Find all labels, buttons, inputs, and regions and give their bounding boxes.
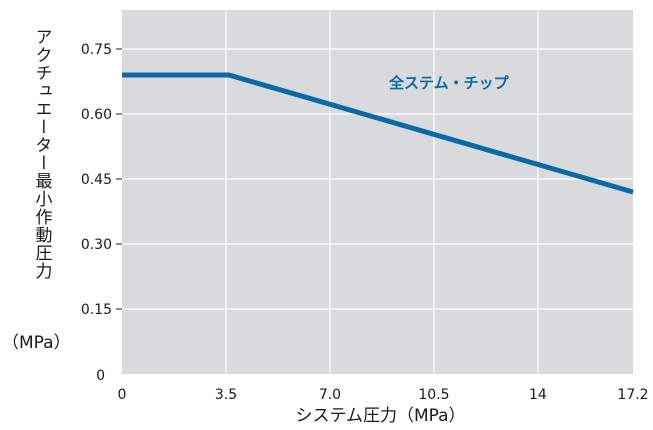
x-tick-label: 17.2 — [617, 387, 648, 403]
series-line — [122, 72, 634, 195]
x-tick-label: 3.5 — [215, 387, 237, 403]
y-axis-title-wrap: アクチュエーター最小作動圧力 — [26, 28, 56, 280]
x-tick-label: 0 — [118, 387, 127, 403]
y-tick-label: 0.30 — [81, 237, 112, 253]
x-axis-title: システム圧力（MPa） — [295, 406, 465, 426]
y-tick-label: 0.75 — [81, 42, 112, 58]
y-tick-label: 0 — [96, 368, 105, 384]
y-tick-label: 0.60 — [81, 107, 112, 123]
plot-area — [122, 10, 633, 374]
y-axis-unit: （MPa） — [2, 333, 71, 353]
series-layer — [122, 72, 634, 195]
y-axis-title: アクチュエーター最小作動圧力 — [31, 28, 52, 280]
axes: 0 3.5 7.0 10.5 14 17.2 0 0.15 0.30 0.45 0.60 0.75 — [81, 42, 649, 403]
gridlines — [122, 10, 633, 374]
y-tick-label: 0.15 — [81, 302, 112, 318]
x-tick-label: 10.5 — [418, 387, 449, 403]
series-label: 全ステム・チップ — [388, 74, 510, 92]
y-tick-label: 0.45 — [81, 172, 112, 188]
x-tick-label: 14 — [529, 387, 547, 403]
x-tick-label: 7.0 — [319, 387, 341, 403]
